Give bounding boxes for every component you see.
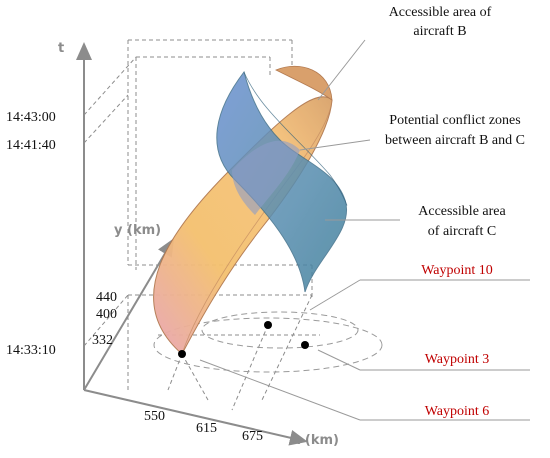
aircraft-c-volume bbox=[216, 70, 348, 293]
conflict-label-line1: Potential conflict zones bbox=[389, 113, 520, 128]
waypoint-markers bbox=[178, 321, 309, 358]
leader-lines bbox=[199, 39, 530, 421]
time-tick: 14:43:00 bbox=[6, 110, 56, 125]
waypoint-6-label: Waypoint 6 bbox=[425, 404, 490, 419]
y-tick: 440 bbox=[96, 290, 117, 305]
aircraft-c-label-line1: Accessible area bbox=[418, 204, 506, 219]
base-ellipses bbox=[153, 311, 383, 373]
x-tick: 550 bbox=[144, 409, 165, 424]
aircraft-b-label-line2: aircraft B bbox=[413, 24, 466, 39]
x-axis-label: x (km) bbox=[292, 433, 339, 448]
waypoint-3-label: Waypoint 3 bbox=[425, 352, 490, 367]
y-tick: 400 bbox=[96, 307, 117, 322]
y-axis-label: y (km) bbox=[114, 223, 161, 238]
time-tick: 14:33:10 bbox=[6, 343, 56, 358]
x-tick: 615 bbox=[196, 421, 217, 436]
waypoint-6-marker bbox=[178, 350, 186, 358]
waypoint-3-marker bbox=[301, 341, 309, 349]
conflict-label-line2: between aircraft B and C bbox=[385, 133, 525, 148]
time-tick: 14:41:40 bbox=[6, 138, 56, 153]
aircraft-c-label-line2: of aircraft C bbox=[428, 224, 496, 239]
waypoint-10-marker bbox=[264, 321, 272, 329]
y-tick: 332 bbox=[92, 333, 113, 348]
t-axis-label: t bbox=[58, 41, 64, 56]
x-tick: 675 bbox=[242, 429, 263, 444]
waypoint-10-label: Waypoint 10 bbox=[421, 263, 493, 278]
conflict-overlap bbox=[232, 140, 300, 215]
axes bbox=[76, 42, 308, 446]
aircraft-b-label-line1: Accessible area of bbox=[389, 5, 492, 20]
